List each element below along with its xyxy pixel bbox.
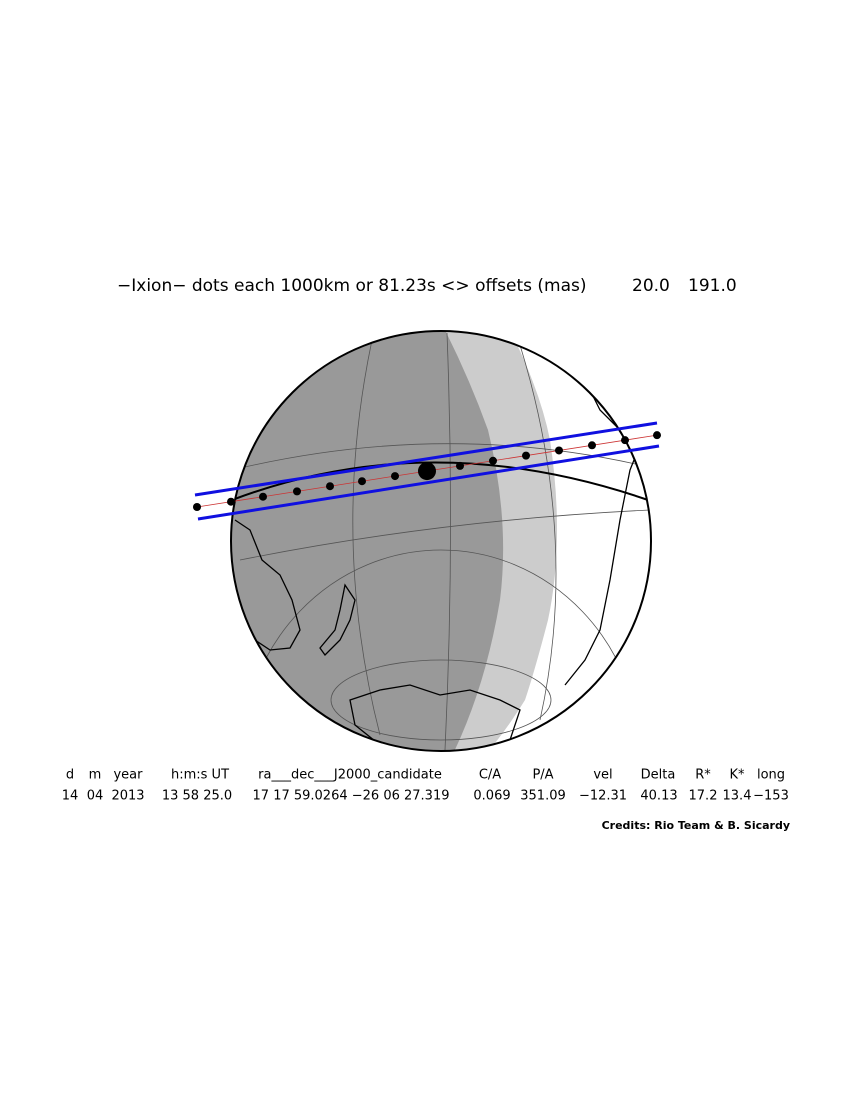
path-dot: [259, 492, 267, 501]
table-cell: 40.13: [640, 789, 677, 804]
table-cell: 14: [62, 789, 79, 804]
table-header: long: [757, 768, 785, 783]
table-header: K*: [729, 768, 745, 783]
path-dot: [653, 431, 661, 440]
table-header: Delta: [641, 768, 676, 783]
table-cell: 0.069: [473, 789, 510, 804]
path-dot: [227, 497, 235, 506]
path-dot: [522, 451, 530, 460]
table-header: d: [66, 768, 74, 783]
table-header: R*: [695, 768, 711, 783]
globe-limb: [230, 330, 652, 752]
table-header: C/A: [479, 768, 501, 783]
path-dot: [489, 456, 497, 465]
table-header: P/A: [532, 768, 553, 783]
graticule: [231, 332, 651, 751]
path-dot: [326, 482, 334, 491]
path-dots: [193, 431, 661, 511]
table-cell: 17.2: [689, 789, 718, 804]
path-dot: [293, 487, 301, 496]
path-dot: [358, 477, 366, 486]
table-cell: −12.31: [579, 789, 627, 804]
table-cell: 13.4: [723, 789, 752, 804]
offset-dec: 191.0: [688, 276, 737, 296]
table-cell: 351.09: [520, 789, 566, 804]
table-header: ra___dec___J2000_candidate: [258, 768, 442, 783]
table-header: vel: [593, 768, 612, 783]
path-dot: [418, 462, 436, 481]
path-dot: [555, 446, 563, 455]
credits: Credits: Rio Team & B. Sicardy: [602, 819, 790, 832]
map-title: −Ixion− dots each 1000km or 81.23s <> of…: [117, 276, 587, 296]
path-dot: [456, 461, 464, 470]
path-dot: [391, 472, 399, 481]
table-cell: −153: [753, 789, 789, 804]
terminator-curve: [231, 461, 649, 501]
path-dot: [588, 441, 596, 450]
table-cell: 13 58 25.0: [162, 789, 232, 804]
table-header: year: [113, 768, 143, 783]
shadow-limit-north: [194, 421, 658, 497]
table-header: m: [89, 768, 102, 783]
event-table: d m year h:m:s UT ra___dec___J2000_candidate…: [62, 768, 789, 804]
table-header: h:m:s UT: [171, 768, 229, 783]
offset-ra: 20.0: [632, 276, 670, 296]
table-cell: 17 17 59.0264 −26 06 27.319: [253, 789, 450, 804]
path-dot: [193, 503, 201, 511]
table-cell: 2013: [111, 789, 144, 804]
path-dot: [621, 436, 629, 445]
table-cell: 04: [87, 789, 104, 804]
shadow-limit-south: [197, 444, 660, 521]
